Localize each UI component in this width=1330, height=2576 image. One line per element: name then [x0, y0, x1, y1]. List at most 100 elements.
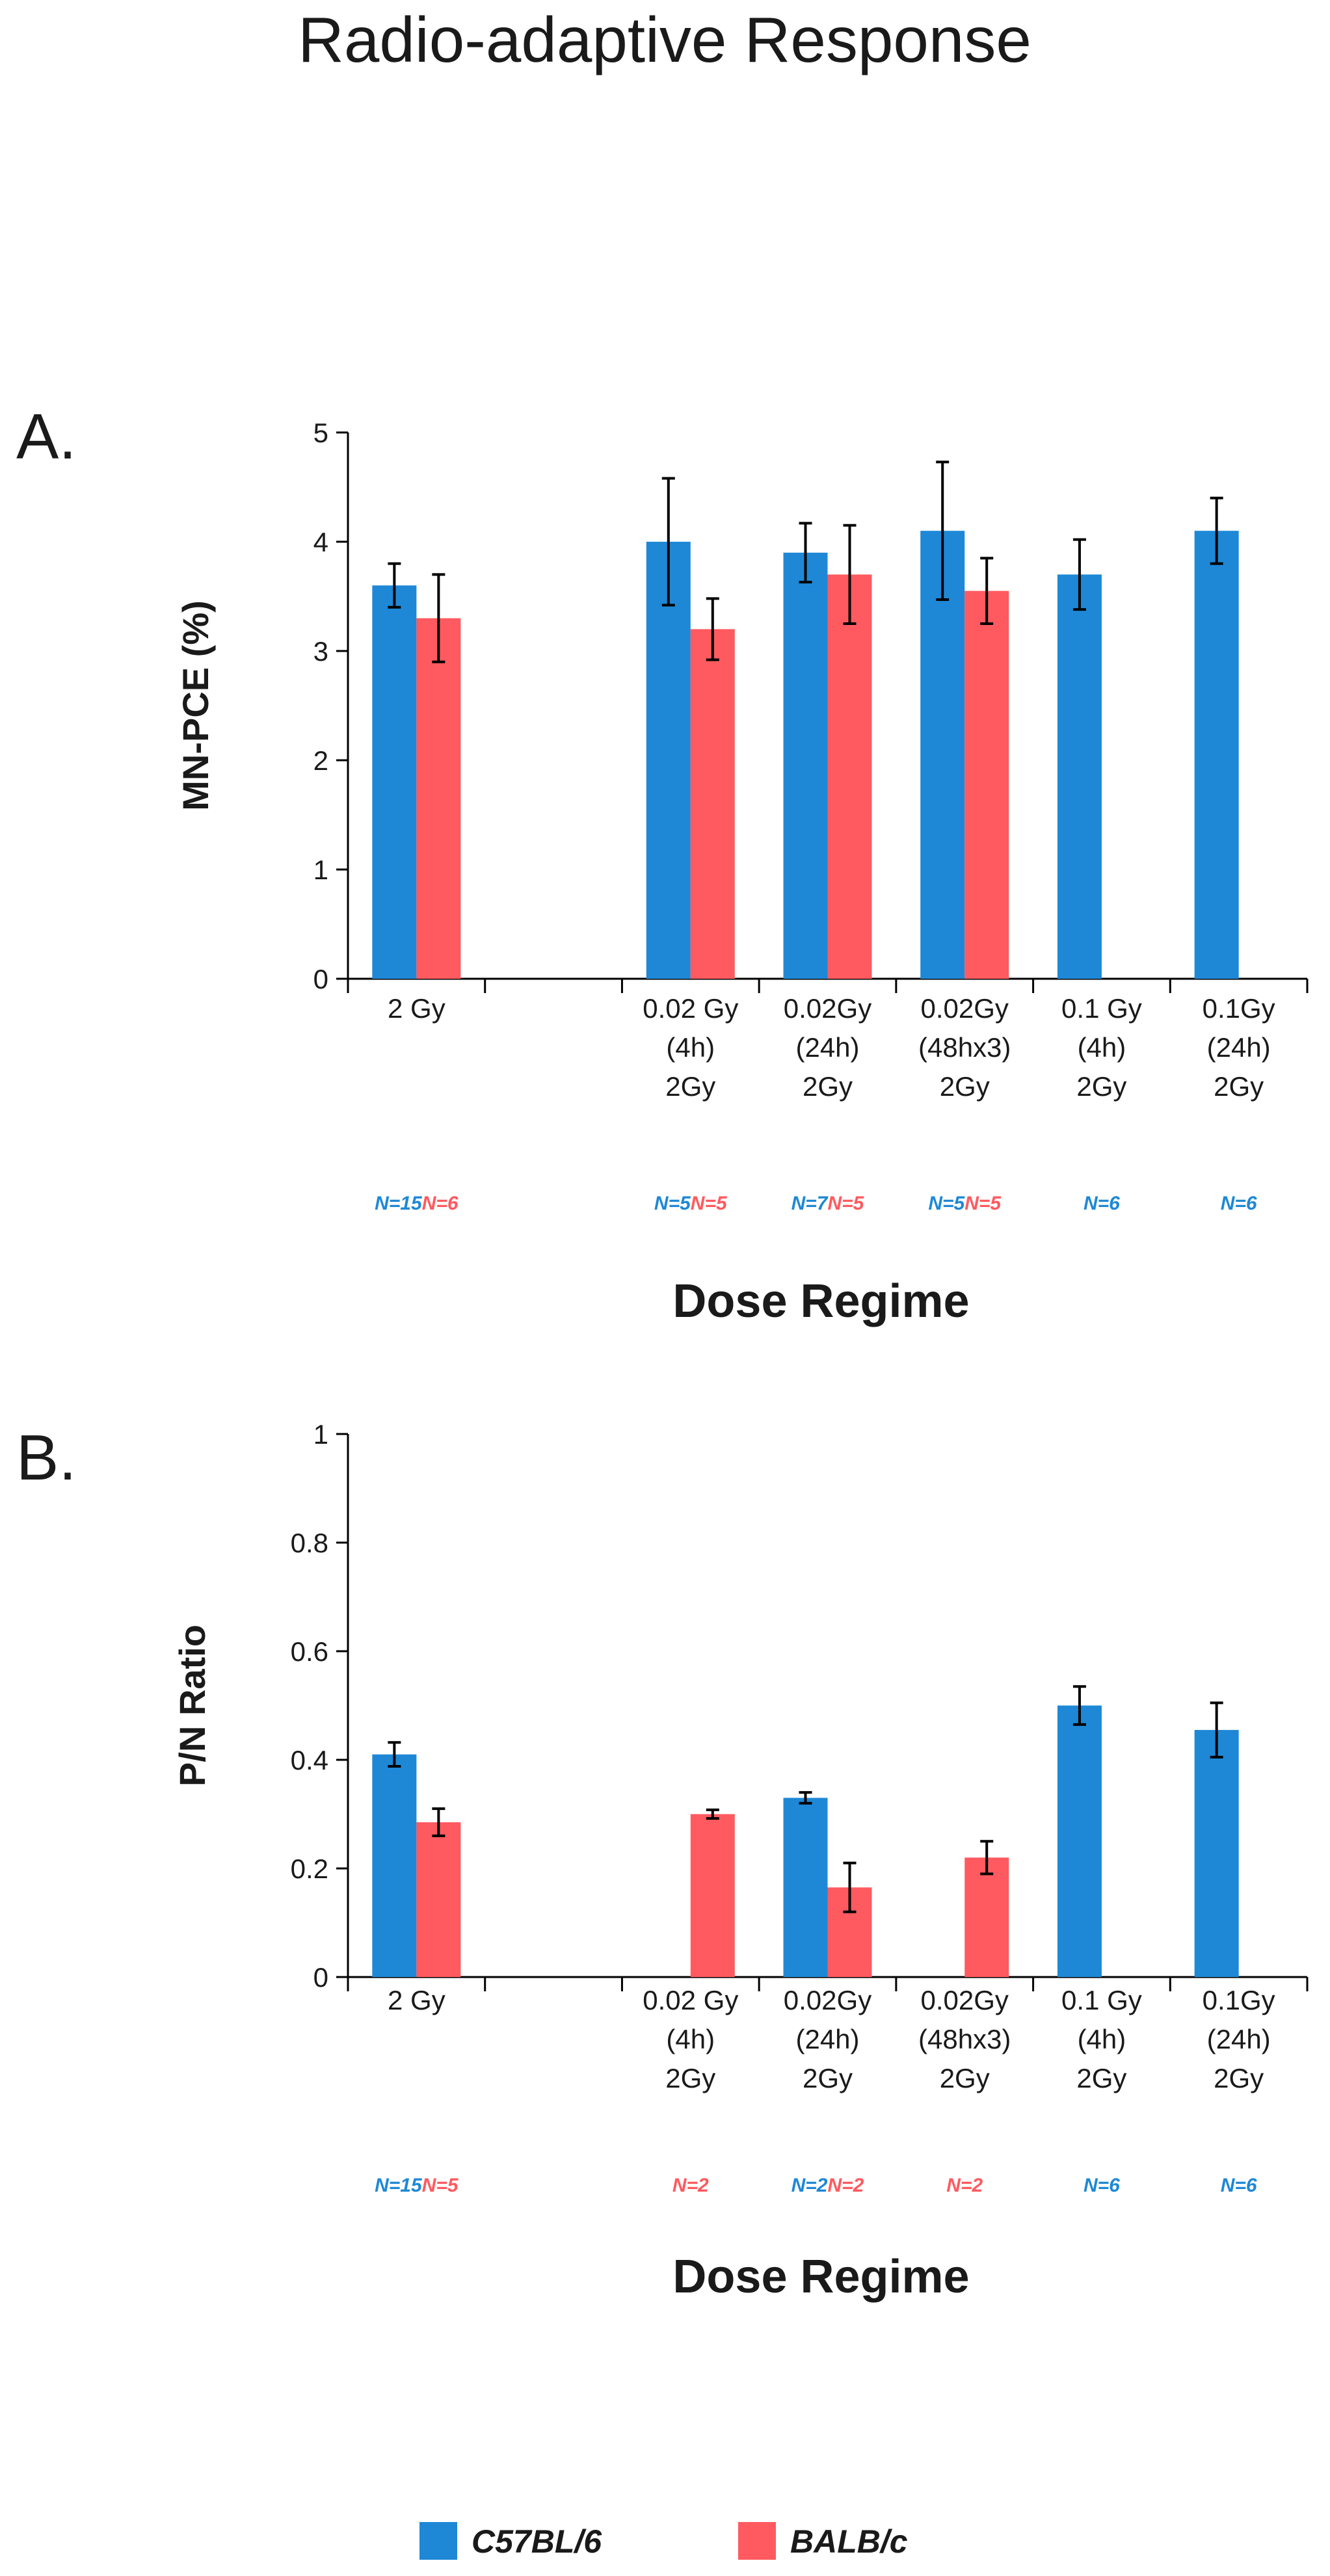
- balb-bar: [416, 618, 461, 979]
- chart-panel-a: A. 0 1 2 3 4 5 MN-PCE (%) 2 Gy 0.02 Gy (4h) 2Gy 0.02…: [16, 401, 1309, 1327]
- c57-bar: [1057, 574, 1102, 979]
- x-category-label: 0.1 Gy: [1061, 993, 1142, 1024]
- c57-bar: [1057, 1705, 1102, 1977]
- c57-bar: [783, 552, 828, 979]
- sample-size-label: N=6: [1084, 1193, 1120, 1214]
- y-tick-label: 5: [313, 418, 328, 448]
- x-category-label: 2Gy: [1214, 1071, 1264, 1102]
- balb-n-label: N=5: [964, 1193, 1002, 1214]
- balb-n-label: N=5: [828, 1193, 865, 1214]
- x-axis-title: Dose Regime: [672, 1275, 969, 1327]
- y-tick-label: 1: [313, 855, 328, 885]
- balb-n-label: N=6: [422, 1193, 459, 1214]
- c57-n-label: N=6: [1221, 1193, 1257, 1214]
- sample-size-label: N=15N=5: [375, 2175, 459, 2196]
- legend: C57BL/6 BALB/c: [419, 2522, 908, 2560]
- legend-swatch-balb: [738, 2522, 776, 2560]
- balb-bar: [827, 574, 872, 979]
- sample-size-label: N=2N=2: [791, 2175, 864, 2196]
- c57-n-label: N=5: [928, 1193, 965, 1214]
- x-category-label: (4h): [666, 1032, 715, 1063]
- c57-n-label: N=6: [1084, 1193, 1120, 1214]
- x-category-label: (24h): [1207, 1032, 1271, 1063]
- y-axis-title: P/N Ratio: [172, 1625, 213, 1786]
- c57-bar: [920, 531, 965, 979]
- x-category-label: 0.02Gy: [921, 993, 1009, 1024]
- y-tick-label: 1: [313, 1419, 328, 1450]
- balb-bar: [964, 1857, 1009, 1977]
- x-category-label: 0.02Gy: [921, 1985, 1009, 2015]
- sample-size-label: N=2: [946, 2175, 983, 2196]
- x-category-label: (4h): [1078, 2024, 1126, 2054]
- y-tick-label: 4: [313, 527, 328, 557]
- balb-bar: [690, 1814, 735, 1977]
- legend-label-c57: C57BL/6: [472, 2523, 602, 2560]
- x-category-label: 2Gy: [1076, 1071, 1126, 1102]
- x-category-label: 2Gy: [665, 2063, 715, 2093]
- balb-n-label: N=5: [691, 1193, 728, 1214]
- y-tick-label: 0: [313, 964, 328, 994]
- c57-bar: [783, 1798, 828, 1977]
- x-category-label: 0.02Gy: [784, 1985, 871, 2015]
- c57-n-label: N=15: [375, 1193, 423, 1214]
- x-category-label: (24h): [795, 1032, 859, 1063]
- x-category-label: (4h): [666, 2024, 715, 2054]
- c57-n-label: N=6: [1084, 2175, 1120, 2196]
- c57-n-label: N=7: [791, 1193, 829, 1214]
- x-category-label: 2Gy: [940, 2063, 990, 2093]
- figure-title: Radio-adaptive Response: [298, 4, 1031, 75]
- c57-n-label: N=15: [375, 2175, 423, 2196]
- c57-bar: [1194, 1730, 1239, 1977]
- c57-bar: [372, 1754, 417, 1977]
- x-category-label: 2Gy: [1214, 2063, 1264, 2093]
- y-tick-label: 0.6: [291, 1636, 328, 1667]
- x-category-label: 2Gy: [665, 1071, 715, 1102]
- x-category-label: 2Gy: [940, 1071, 990, 1102]
- y-tick-label: 0.2: [291, 1853, 328, 1884]
- panel-label: B.: [16, 1422, 77, 1493]
- x-axis-title: Dose Regime: [672, 2251, 969, 2303]
- balb-n-label: N=2: [946, 2175, 983, 2196]
- c57-n-label: N=6: [1221, 2175, 1257, 2196]
- sample-size-label: N=6: [1221, 2175, 1257, 2196]
- legend-label-balb: BALB/c: [790, 2523, 908, 2560]
- x-category-label: 2Gy: [1076, 2063, 1126, 2093]
- c57-bar: [646, 542, 691, 979]
- balb-n-label: N=2: [672, 2175, 709, 2196]
- x-category-label: 0.02 Gy: [643, 993, 738, 1024]
- sample-size-label: N=2: [672, 2175, 709, 2196]
- sample-size-label: N=6: [1084, 2175, 1120, 2196]
- x-category-label: 0.1Gy: [1203, 1985, 1275, 2015]
- c57-bar: [1194, 531, 1239, 979]
- c57-n-label: N=2: [791, 2175, 828, 2196]
- x-category-label: 2 Gy: [388, 1985, 446, 2015]
- x-category-label: 2 Gy: [388, 993, 446, 1024]
- x-category-label: 0.1Gy: [1203, 993, 1275, 1024]
- x-category-label: 2Gy: [803, 2063, 853, 2093]
- x-category-label: 0.02Gy: [784, 993, 871, 1024]
- x-category-label: (48hx3): [918, 1032, 1011, 1063]
- balb-n-label: N=5: [422, 2175, 459, 2196]
- sample-size-label: N=5N=5: [928, 1193, 1002, 1214]
- y-tick-label: 2: [313, 745, 328, 776]
- sample-size-label: N=6: [1221, 1193, 1257, 1214]
- x-category-label: 2Gy: [803, 1071, 853, 1102]
- balb-n-label: N=2: [828, 2175, 864, 2196]
- balb-bar: [690, 629, 735, 979]
- x-category-label: 0.02 Gy: [643, 1985, 738, 2015]
- x-category-label: (4h): [1078, 1032, 1126, 1063]
- balb-bar: [964, 591, 1009, 979]
- y-axis-title: MN-PCE (%): [175, 600, 216, 811]
- y-tick-label: 0.4: [291, 1745, 328, 1775]
- x-category-label: (24h): [1207, 2024, 1271, 2054]
- panel-label: A.: [16, 401, 77, 472]
- x-category-label: (24h): [795, 2024, 859, 2054]
- y-tick-label: 0: [313, 1962, 328, 1993]
- sample-size-label: N=15N=6: [375, 1193, 459, 1214]
- c57-bar: [372, 585, 417, 979]
- legend-swatch-c57: [419, 2522, 457, 2560]
- x-category-label: (48hx3): [918, 2024, 1011, 2054]
- balb-bar: [416, 1822, 461, 1977]
- sample-size-label: N=7N=5: [791, 1193, 865, 1214]
